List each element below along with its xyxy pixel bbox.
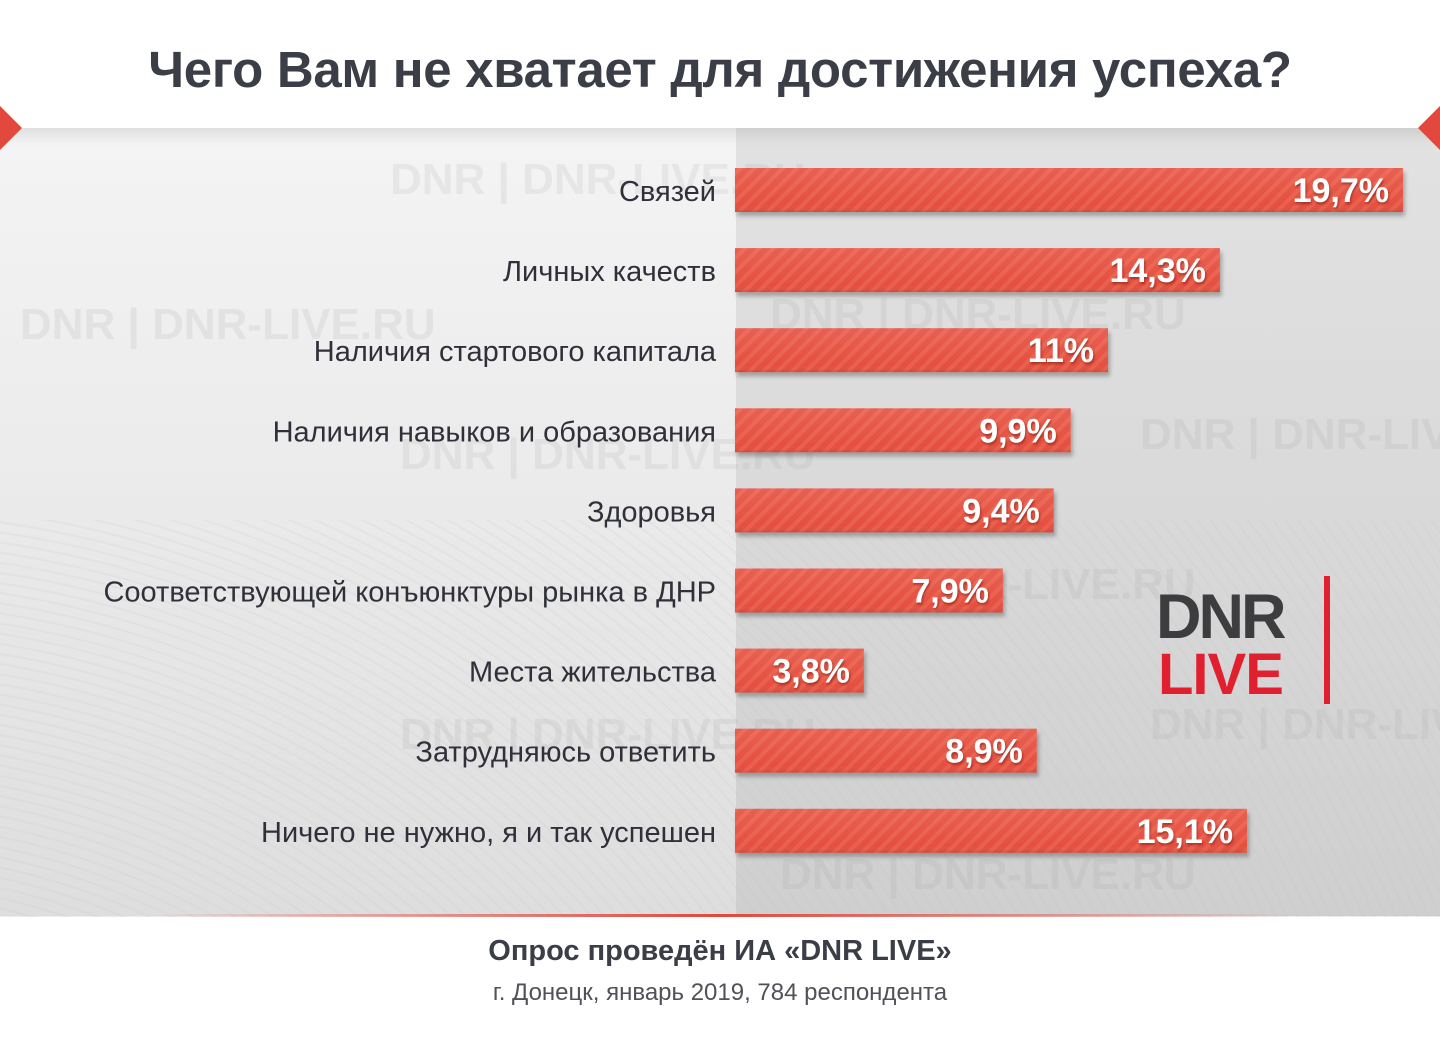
watermark: DNR | DNR-LIVE.RU bbox=[20, 300, 436, 349]
bar-chart-svg: Связей 19,7%Личных качеств 14,3%Наличия ст… bbox=[103, 168, 1403, 853]
category-label: Наличия стартового капитала bbox=[314, 336, 717, 368]
background-left-panel bbox=[0, 128, 736, 916]
bar-group: Ничего не нужно, я и так успешен 15,1% bbox=[261, 808, 1248, 853]
footer: Опрос проведён ИА «DNR LIVE» г. Донецк, … bbox=[0, 917, 1440, 1048]
logo-live-text: LIVE bbox=[1158, 642, 1284, 707]
bar-chart: Связей 19,7% Личных качеств 14,3% Наличия ст… bbox=[0, 128, 1440, 916]
value-label: 19,7% bbox=[1293, 172, 1389, 210]
category-label: Личных качеств bbox=[503, 256, 716, 288]
category-label: Наличия навыков и образования bbox=[273, 416, 716, 448]
watermark: DNR | DNR-LIVE.RU bbox=[1150, 700, 1440, 749]
bar-shade bbox=[735, 328, 1108, 373]
category-label: Связей bbox=[619, 176, 716, 208]
category-label: Места жительства bbox=[469, 657, 717, 689]
value-label: 9,4% bbox=[962, 492, 1040, 530]
bar-group: Соответствующей конъюнктуры рынка в ДНР 7… bbox=[103, 568, 1003, 613]
value-label: 8,9% bbox=[945, 733, 1023, 771]
bar-group: Места жительства 3,8% bbox=[469, 648, 864, 693]
bar-shade bbox=[735, 408, 1071, 453]
bar-shade bbox=[735, 488, 1054, 533]
bar-shade bbox=[735, 168, 1403, 212]
watermark: DNR | DNR-LIVE.RU bbox=[1140, 410, 1440, 459]
bar-group: Затрудняюсь ответить 8,9% bbox=[415, 728, 1037, 773]
footer-title: Опрос проведён ИА «DNR LIVE» bbox=[488, 935, 952, 967]
value-label: 15,1% bbox=[1137, 813, 1233, 851]
right-corner-marker bbox=[1418, 106, 1440, 150]
logo-dnr-text: DNR bbox=[1156, 582, 1286, 652]
category-label: Ничего не нужно, я и так успешен bbox=[261, 817, 716, 849]
bar-shade bbox=[735, 568, 1003, 613]
logo-divider bbox=[1324, 576, 1330, 704]
bar-shade bbox=[735, 728, 1037, 773]
value-label: 3,8% bbox=[772, 653, 850, 691]
dnr-live-logo: DNR LIVE bbox=[1156, 576, 1342, 704]
value-label: 14,3% bbox=[1109, 252, 1205, 290]
bar-group: Наличия навыков и образования 9,9% bbox=[273, 408, 1071, 453]
value-label: 7,9% bbox=[911, 573, 989, 611]
left-corner-marker bbox=[0, 106, 22, 150]
category-label: Затрудняюсь ответить bbox=[415, 737, 716, 769]
background-wave-pattern bbox=[0, 520, 1440, 920]
bar-group: Связей 19,7% bbox=[619, 168, 1403, 212]
value-label: 9,9% bbox=[979, 412, 1057, 450]
bar-group: Здоровья 9,4% bbox=[587, 488, 1054, 533]
bar-shade bbox=[735, 648, 864, 693]
footer-subtitle: г. Донецк, январь 2019, 784 респондента bbox=[492, 979, 948, 1006]
category-label: Соответствующей конъюнктуры рынка в ДНР bbox=[103, 577, 716, 609]
category-label: Здоровья bbox=[587, 496, 716, 528]
page-title: Чего Вам не хватает для достижения успех… bbox=[148, 41, 1292, 98]
bar-group: Наличия стартового капитала 11% bbox=[314, 328, 1108, 373]
value-label: 11% bbox=[1028, 332, 1094, 370]
header: Чего Вам не хватает для достижения успех… bbox=[0, 0, 1440, 128]
watermark: DNR | DNR-LIVE.RU bbox=[780, 850, 1196, 899]
bar-group: Личных качеств 14,3% bbox=[503, 248, 1220, 293]
footer-divider bbox=[0, 914, 1440, 917]
bar-shade bbox=[735, 248, 1220, 293]
bar-shade bbox=[735, 808, 1248, 853]
